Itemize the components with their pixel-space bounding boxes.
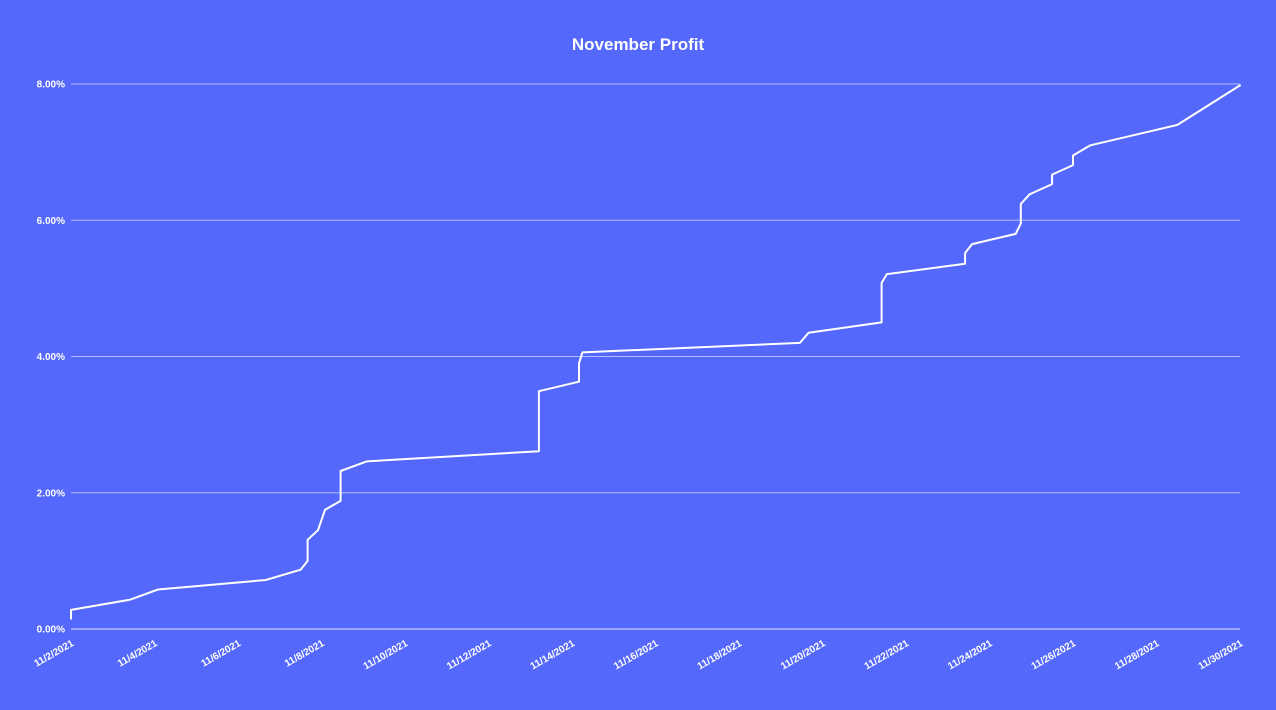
- x-axis-tick-labels: 11/2/2021 11/4/2021 11/6/2021 11/8/2021 11/1…: [32, 638, 1245, 672]
- x-tick-label: 11/14/2021: [529, 638, 578, 672]
- x-tick-label: 11/30/2021: [1197, 638, 1246, 672]
- x-tick-label: 11/12/2021: [445, 638, 494, 672]
- x-tick-label: 11/6/2021: [199, 638, 243, 670]
- gridlines: [71, 83, 1240, 630]
- y-tick-label: 6.00%: [37, 216, 65, 227]
- x-tick-label: 11/16/2021: [612, 638, 661, 672]
- y-axis-tick-labels: 0.00% 2.00% 4.00% 6.00% 8.00%: [37, 80, 65, 636]
- x-tick-label: 11/2/2021: [32, 638, 76, 670]
- x-tick-label: 11/28/2021: [1113, 638, 1162, 672]
- y-tick-label: 8.00%: [37, 80, 65, 91]
- x-tick-label: 11/18/2021: [696, 638, 745, 672]
- x-tick-label: 11/4/2021: [116, 638, 160, 670]
- y-tick-label: 2.00%: [37, 488, 65, 499]
- series-line: [70, 84, 1241, 620]
- y-tick-label: 4.00%: [37, 352, 65, 363]
- x-tick-label: 11/8/2021: [283, 638, 327, 670]
- series-layer: [70, 84, 1241, 620]
- chart-title: November Profit: [572, 35, 705, 54]
- x-tick-label: 11/26/2021: [1030, 638, 1079, 672]
- x-tick-label: 11/22/2021: [863, 638, 912, 672]
- x-tick-label: 11/10/2021: [362, 638, 411, 672]
- x-tick-label: 11/20/2021: [779, 638, 828, 672]
- y-tick-label: 0.00%: [37, 625, 65, 636]
- x-tick-label: 11/24/2021: [946, 638, 995, 672]
